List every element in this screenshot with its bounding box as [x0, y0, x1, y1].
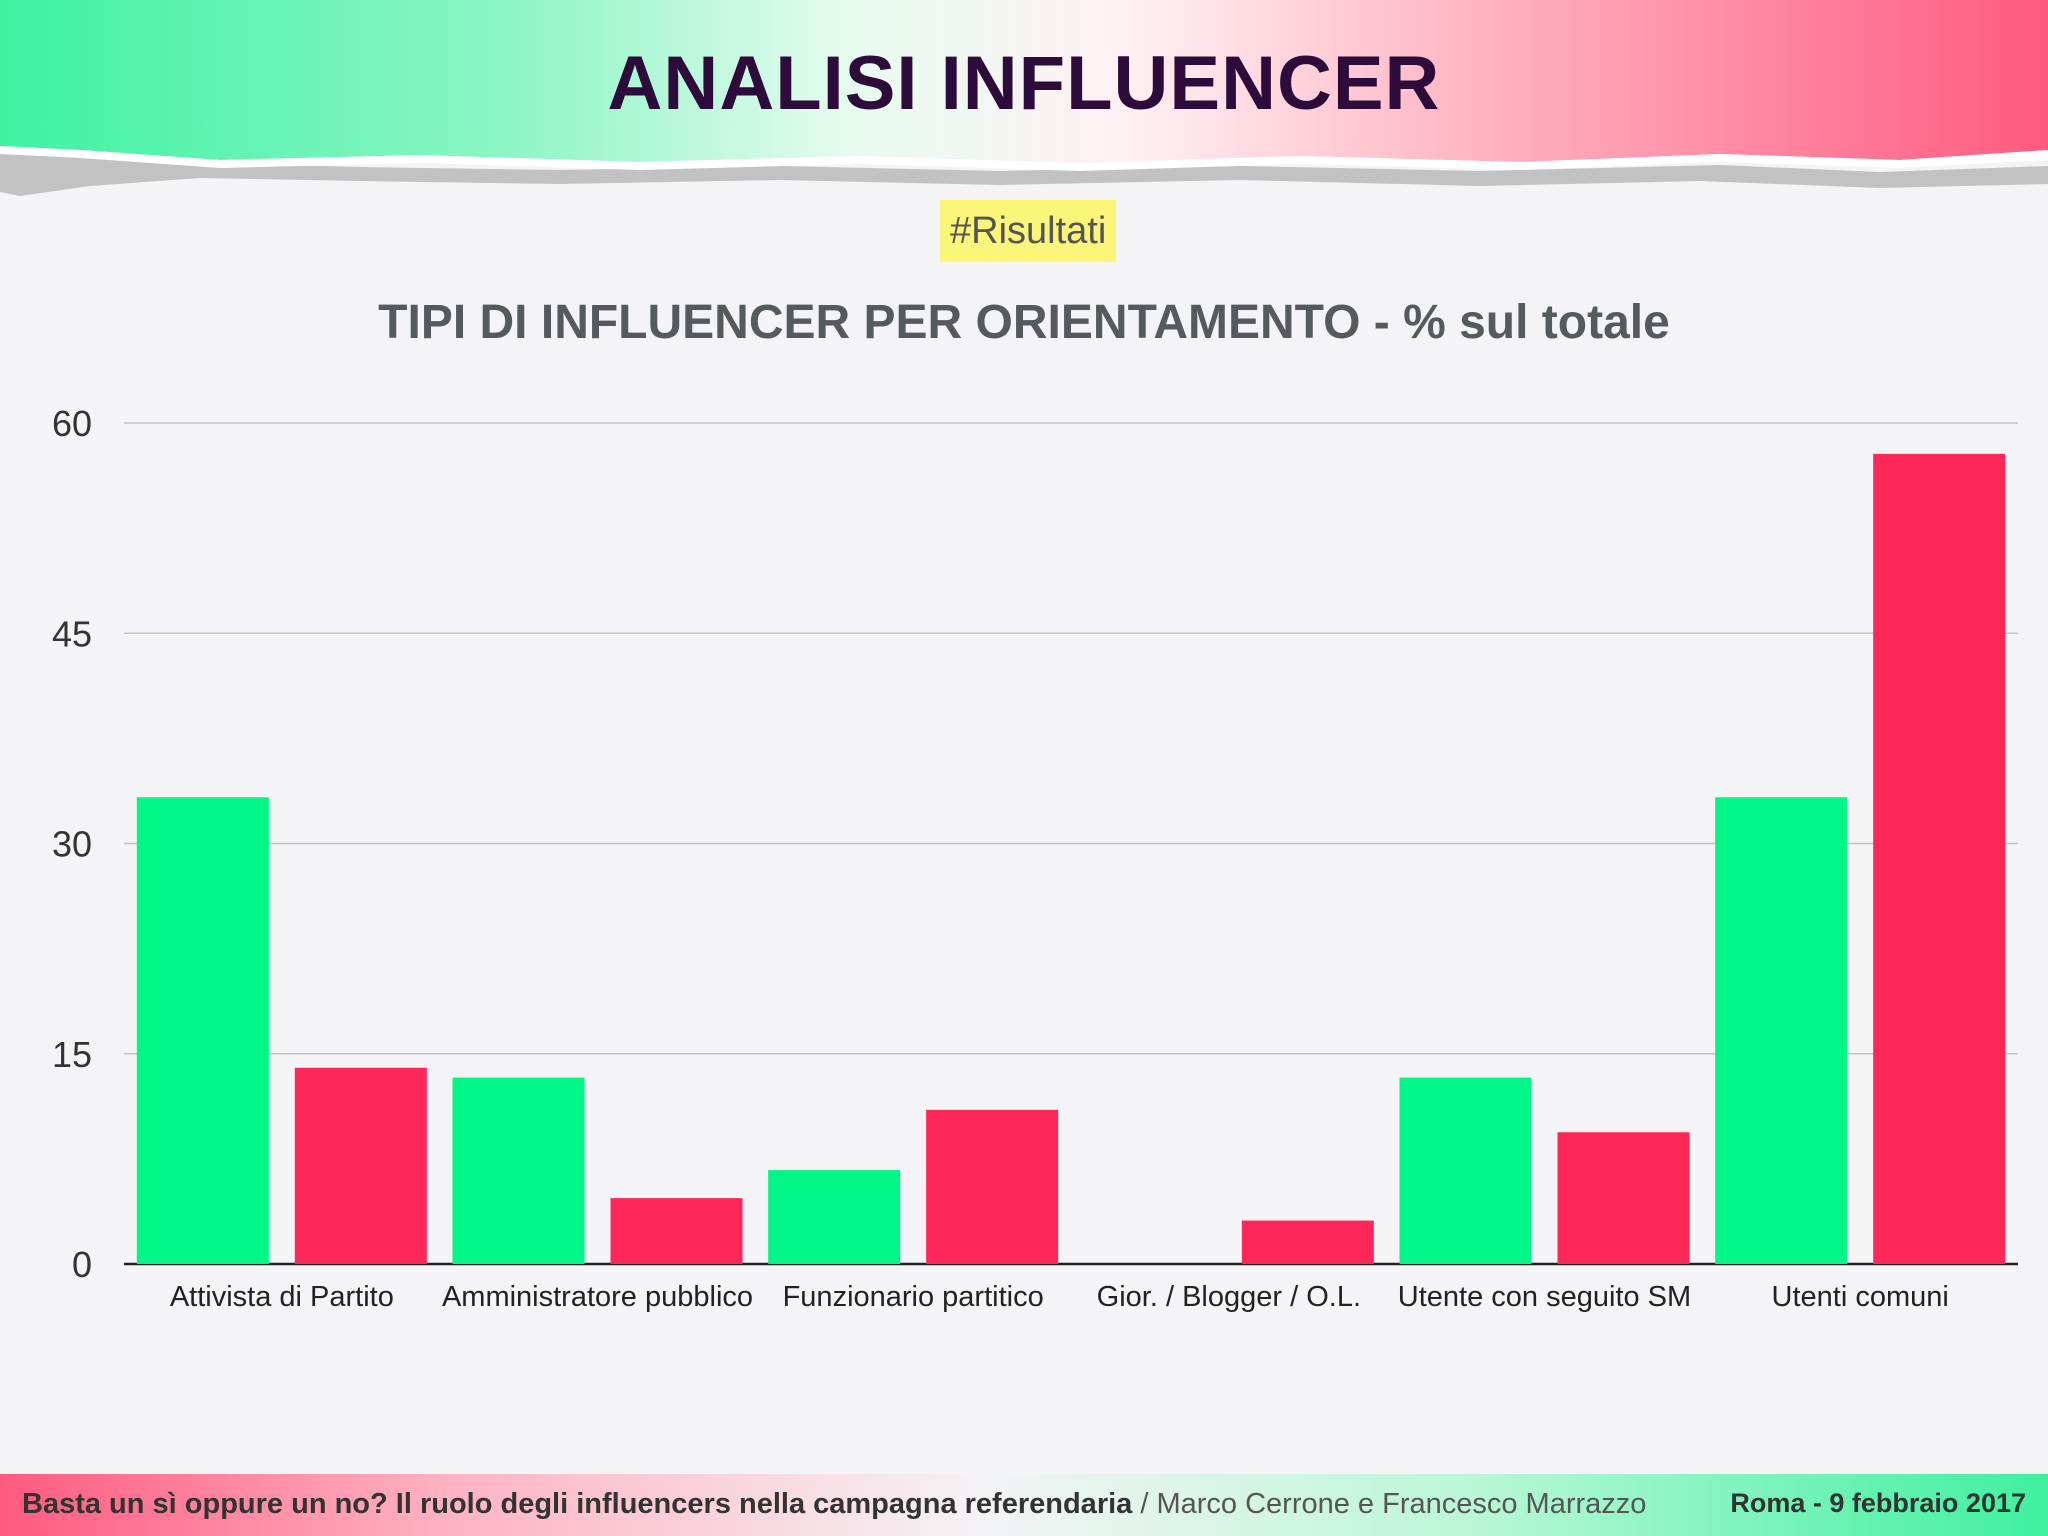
footer-citation: Basta un sì oppure un no? Il ruolo degli…	[22, 1488, 1646, 1521]
x-tick-label: Attivista di Partito	[170, 1281, 394, 1313]
bar	[1873, 453, 2006, 1264]
footer-separator: /	[1132, 1488, 1157, 1520]
results-tag: #Risultati	[940, 200, 1117, 262]
y-tick-label: 0	[72, 1244, 92, 1285]
bar	[1715, 797, 1848, 1264]
chart-labels: 60 45 30 15 0 Attivista di Partito Amministrat…	[52, 403, 1949, 1313]
torn-paper-header	[0, 0, 2048, 200]
footer-place-date: Roma - 9 febbraio 2017	[1730, 1488, 2026, 1518]
bar	[768, 1170, 901, 1264]
y-tick-label: 45	[52, 613, 92, 654]
x-tick-label: Gior. / Blogger / O.L.	[1097, 1281, 1361, 1313]
y-tick-label: 30	[52, 824, 92, 865]
bar	[1399, 1077, 1532, 1264]
footer-authors: Marco Cerrone e Francesco Marrazzo	[1156, 1488, 1647, 1520]
bar	[136, 797, 269, 1264]
header-banner: ANALISI INFLUENCER	[0, 0, 2048, 200]
chart-bars	[136, 453, 2006, 1264]
x-tick-label: Utenti comuni	[1772, 1281, 1949, 1313]
footer-title: Basta un sì oppure un no? Il ruolo degli…	[22, 1488, 1133, 1520]
page-title: ANALISI INFLUENCER	[607, 41, 1441, 126]
bar	[610, 1198, 743, 1264]
x-tick-label: Amministratore pubblico	[442, 1281, 753, 1313]
chart-grid	[124, 422, 2018, 1266]
footer: Basta un sì oppure un no? Il ruolo degli…	[0, 1474, 2048, 1536]
y-tick-label: 15	[52, 1034, 92, 1075]
bar	[1557, 1132, 1690, 1264]
bar	[1241, 1220, 1374, 1264]
chart-title: TIPI DI INFLUENCER PER ORIENTAMENTO - % …	[378, 296, 1670, 349]
bar	[294, 1067, 427, 1264]
bar	[926, 1109, 1059, 1264]
bar	[452, 1077, 585, 1264]
x-tick-label: Funzionario partitico	[783, 1281, 1044, 1313]
y-tick-label: 60	[52, 403, 92, 444]
x-tick-label: Utente con seguito SM	[1398, 1281, 1691, 1313]
